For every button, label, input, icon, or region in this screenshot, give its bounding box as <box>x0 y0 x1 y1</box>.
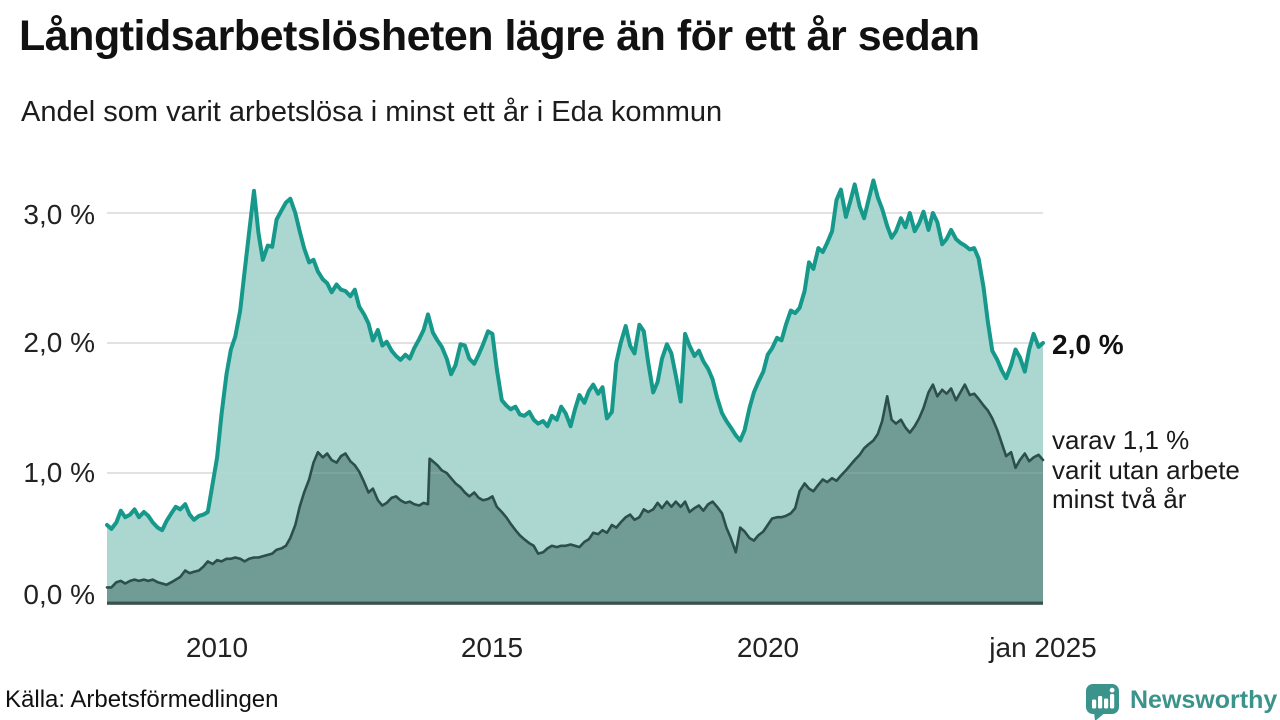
page-title: Långtidsarbetslösheten lägre än för ett … <box>19 12 980 60</box>
page-subtitle: Andel som varit arbetslösa i minst ett å… <box>21 96 723 128</box>
newsworthy-logo-icon <box>1086 684 1119 720</box>
source-credit: Källa: Arbetsförmedlingen <box>5 686 279 713</box>
two-year-annotation-line3: minst två år <box>1052 484 1187 514</box>
newsworthy-logo: Newsworthy <box>1085 683 1277 720</box>
two-year-area <box>107 384 1043 603</box>
x-tick-jan-2025: jan 2025 <box>989 632 1097 663</box>
latest-value-label: 2,0 % <box>1052 329 1124 360</box>
y-tick-3: 3,0 % <box>23 199 95 230</box>
two-year-annotation: varav 1,1 % varit utan arbete minst två … <box>1052 425 1240 515</box>
y-tick-1: 1,0 % <box>23 457 95 488</box>
x-tick-2010: 2010 <box>185 632 249 663</box>
x-tick-2020: 2020 <box>736 632 800 663</box>
x-tick-2015: 2015 <box>460 632 524 663</box>
two-year-annotation-line1: varav 1,1 % <box>1052 425 1190 455</box>
x-axis-line <box>107 601 1043 605</box>
newsworthy-logo-text: Newsworthy <box>1130 686 1278 714</box>
two-year-annotation-line2: varit utan arbete <box>1052 454 1240 485</box>
y-tick-0: 0,0 % <box>23 579 95 610</box>
y-tick-2: 2,0 % <box>23 327 95 358</box>
one-year-line <box>105 178 1045 533</box>
two-year-line <box>105 383 1045 589</box>
